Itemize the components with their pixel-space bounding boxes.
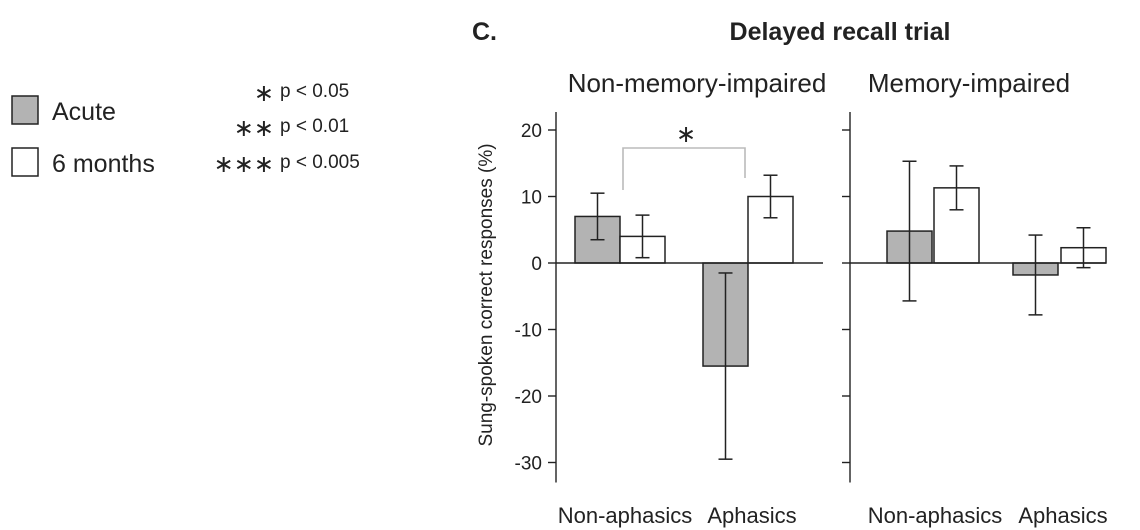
y-tick-label: -30: [515, 454, 542, 475]
x-category-label: Non-aphasics: [558, 503, 693, 528]
sig-stars-1: ∗: [254, 80, 274, 107]
legend-label-6-months: 6 months: [52, 150, 155, 178]
panel-title-right: Memory-impaired: [868, 68, 1070, 98]
chart-title: Delayed recall trial: [730, 18, 951, 46]
y-axis-label: Sung-spoken correct responses (%): [476, 143, 497, 446]
y-tick-label: -10: [515, 321, 542, 342]
x-category-label: Non-aphasics: [868, 503, 1003, 528]
y-tick-label: -20: [515, 387, 542, 408]
sig-stars-2: ∗∗: [234, 115, 274, 142]
sig-text-2: p < 0.01: [280, 116, 349, 137]
y-tick-label: 10: [521, 188, 542, 209]
legend: Acute 6 months ∗ p < 0.05 ∗∗ p < 0.01 ∗∗…: [11, 80, 360, 178]
x-category-label: Aphasics: [1018, 503, 1107, 528]
panel-title-left: Non-memory-impaired: [568, 68, 827, 98]
legend-label-acute: Acute: [52, 98, 116, 126]
y-tick-label: 20: [521, 121, 542, 142]
legend-swatch-6-months: [11, 147, 39, 177]
sig-text-3: p < 0.005: [280, 152, 360, 173]
sig-text-1: p < 0.05: [280, 81, 349, 102]
significance-bracket: [622, 147, 746, 190]
sig-stars-3: ∗∗∗: [214, 151, 274, 178]
significance-star: ∗: [676, 121, 696, 148]
x-category-label: Aphasics: [707, 503, 796, 528]
panel-1: 20 10 0 -10 -20 -30 Non-aphasics Aphasics ∗: [515, 112, 823, 528]
legend-swatch-acute: [11, 95, 39, 125]
panel-label: C.: [472, 18, 497, 46]
y-tick-label: 0: [531, 254, 542, 275]
panel-2: Non-aphasics Aphasics: [842, 112, 1108, 528]
